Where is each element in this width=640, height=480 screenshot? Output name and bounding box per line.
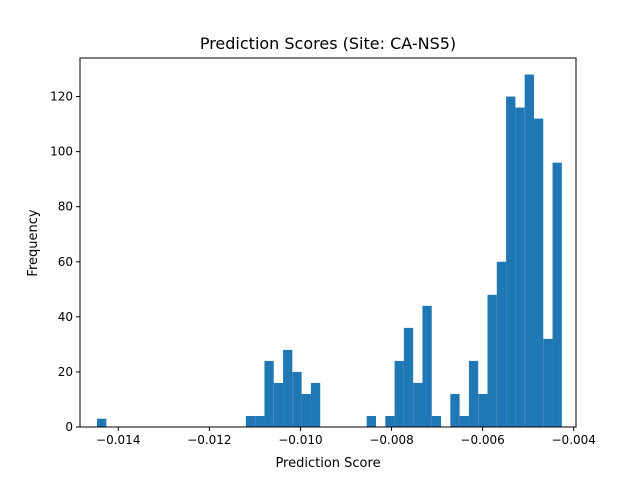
histogram-bar-17 bbox=[459, 415, 469, 427]
histogram-bar-25 bbox=[533, 118, 544, 427]
histogram-bar-13 bbox=[413, 382, 423, 427]
histogram-bar-8 bbox=[310, 382, 321, 427]
y-tick-label: 100 bbox=[50, 145, 73, 159]
x-tick-label: −0.004 bbox=[552, 433, 596, 447]
histogram-bar-2 bbox=[255, 415, 265, 427]
y-tick-label: 0 bbox=[65, 420, 73, 434]
histogram-bar-15 bbox=[431, 415, 442, 427]
histogram-bar-20 bbox=[487, 294, 497, 427]
histogram-bar-12 bbox=[403, 327, 414, 427]
x-tick-label: −0.006 bbox=[460, 433, 504, 447]
y-axis: 0 20 40 60 80 100 120 bbox=[50, 90, 80, 434]
histogram-bar-18 bbox=[468, 360, 479, 427]
histogram-bar-27 bbox=[552, 162, 562, 427]
x-tick-label: −0.010 bbox=[278, 433, 322, 447]
y-tick-label: 40 bbox=[58, 310, 73, 324]
histogram-bar-26 bbox=[543, 338, 553, 427]
x-axis-label: Prediction Score bbox=[275, 456, 380, 471]
x-tick-label: −0.014 bbox=[96, 433, 140, 447]
y-axis-label: Frequency bbox=[26, 209, 41, 276]
histogram-bar-24 bbox=[524, 74, 534, 428]
x-tick-label: −0.012 bbox=[187, 433, 231, 447]
histogram-bar-10 bbox=[385, 415, 395, 427]
histogram-bar-11 bbox=[394, 360, 404, 427]
histogram-bar-19 bbox=[478, 393, 488, 427]
plot-frame bbox=[79, 57, 577, 428]
y-tick-label: 20 bbox=[58, 365, 73, 379]
y-tick-label: 60 bbox=[58, 255, 73, 269]
y-tick-label: 80 bbox=[58, 200, 73, 214]
histogram-bar-9 bbox=[366, 415, 376, 427]
histogram-bar-5 bbox=[283, 349, 293, 427]
x-tick-label: −0.008 bbox=[369, 433, 413, 447]
histogram-bar-4 bbox=[273, 382, 284, 427]
y-tick-label: 120 bbox=[50, 90, 73, 104]
histogram-bar-16 bbox=[450, 393, 460, 427]
bars-group bbox=[97, 74, 562, 428]
histogram-bar-22 bbox=[506, 96, 516, 428]
histogram-bar-3 bbox=[264, 360, 274, 427]
histogram-bar-14 bbox=[422, 305, 432, 427]
chart-title: Prediction Scores (Site: CA-NS5) bbox=[200, 34, 456, 53]
histogram-bar-1 bbox=[245, 415, 256, 427]
histogram-bar-7 bbox=[301, 393, 311, 427]
x-axis: −0.014 −0.012 −0.010 −0.008 −0.006 −0.004 bbox=[96, 427, 596, 447]
histogram-bar-21 bbox=[496, 261, 507, 427]
histogram-bar-23 bbox=[515, 107, 525, 427]
histogram-bar-6 bbox=[292, 371, 302, 427]
histogram-bar-0 bbox=[97, 418, 107, 427]
